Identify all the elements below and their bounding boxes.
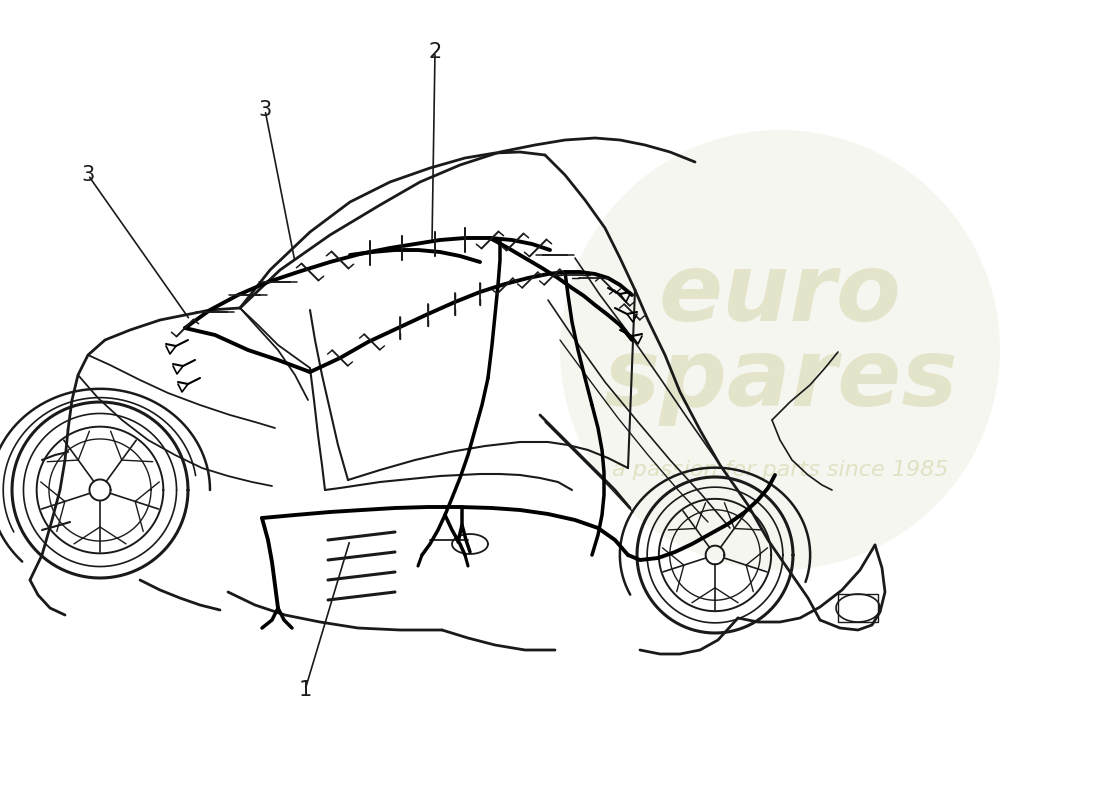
Text: spares: spares [603, 334, 957, 426]
Text: euro: euro [659, 249, 901, 341]
Text: 3: 3 [81, 165, 95, 185]
Circle shape [560, 130, 1000, 570]
Text: 3: 3 [258, 100, 272, 120]
Text: 2: 2 [428, 42, 441, 62]
Text: a passion for parts since 1985: a passion for parts since 1985 [612, 460, 948, 480]
Bar [838, 594, 878, 622]
Text: 1: 1 [298, 680, 311, 700]
